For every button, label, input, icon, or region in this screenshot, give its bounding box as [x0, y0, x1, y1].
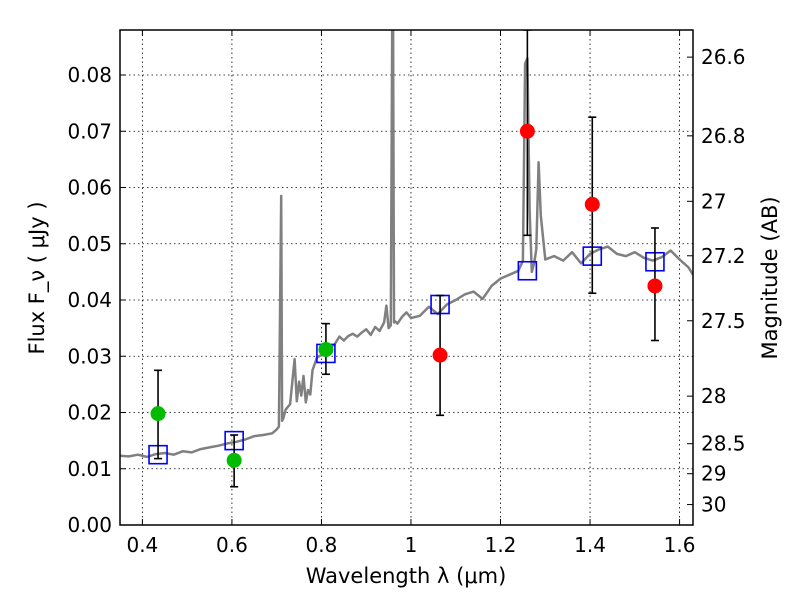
- y-tick-label: 0.01: [67, 457, 112, 481]
- spectrum-line: [120, 30, 693, 459]
- y-tick-label: 0.00: [67, 513, 112, 537]
- x-tick-label: 1: [405, 533, 418, 557]
- y-tick-label: 0.04: [67, 288, 112, 312]
- model-square-marker: [517, 260, 538, 281]
- plot-area: [120, 30, 693, 488]
- y-tick-label: 0.02: [67, 401, 112, 425]
- y-tick-label: 0.05: [67, 232, 112, 256]
- x-tick-label: 0.6: [216, 533, 248, 557]
- nondetection-point: [647, 278, 663, 294]
- mag-tick-label: 30: [701, 493, 726, 517]
- mag-tick-label: 27: [701, 189, 726, 213]
- mag-tick-label: 28.5: [701, 432, 746, 456]
- nondetection-point: [432, 347, 448, 363]
- nondetection-point: [519, 123, 535, 139]
- y-tick-label: 0.03: [67, 344, 112, 368]
- grid-lines: [120, 30, 693, 525]
- y2-axis-label: Magnitude (AB): [758, 196, 782, 359]
- y-axis-label: Flux F_ν ( μJy ): [25, 201, 50, 354]
- y-tick-label: 0.08: [67, 63, 112, 87]
- mag-tick-label: 26.8: [701, 124, 746, 148]
- y-tick-label: 0.07: [67, 119, 112, 143]
- y-tick-label: 0.06: [67, 176, 112, 200]
- x-tick-label: 0.4: [126, 533, 158, 557]
- mag-tick-label: 27.5: [701, 309, 746, 333]
- x-tick-label: 0.8: [306, 533, 338, 557]
- x-tick-label: 1.6: [664, 533, 696, 557]
- x-axis-label: Wavelength λ (μm): [306, 564, 507, 588]
- mag-tick-label: 28: [701, 384, 726, 408]
- detection-point: [150, 406, 166, 422]
- x-tick-label: 1.2: [485, 533, 517, 557]
- nondetection-point: [584, 196, 600, 212]
- mag-tick-label: 29: [701, 462, 726, 486]
- x-tick-label: 1.4: [574, 533, 606, 557]
- mag-tick-label: 27.2: [701, 244, 746, 268]
- detection-point: [226, 452, 242, 468]
- plot-frame: [119, 29, 694, 526]
- mag-tick-label: 26.6: [701, 45, 746, 69]
- detection-point: [318, 342, 334, 357]
- axis-ticks: 0.4 0.6 0.8 1 1.2 1.4 1.6 0.00 0.01 0.02 0.03 0.04 0…: [67, 30, 746, 557]
